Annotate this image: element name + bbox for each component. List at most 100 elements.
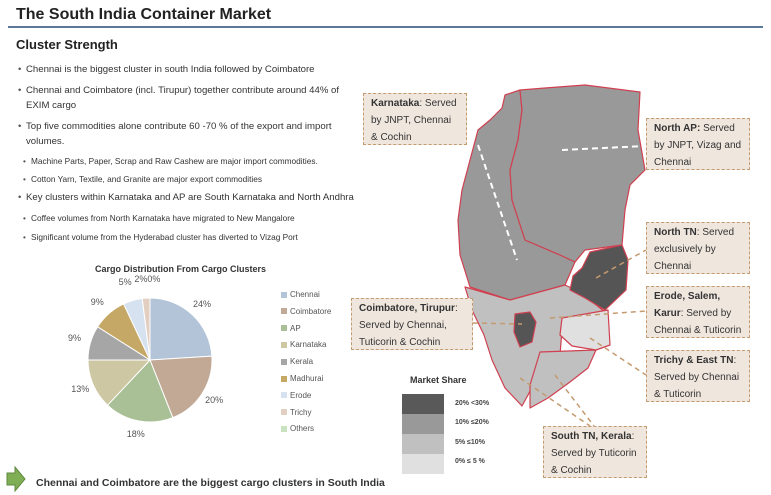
pie-slice-chennai: [149, 297, 213, 361]
legend-item-kerala: Kerala: [281, 357, 313, 366]
north-ap-leader-line: [561, 145, 646, 151]
legend-item-chennai: Chennai: [281, 290, 320, 299]
bullet-6: Coffee volumes from North Karnataka have…: [23, 211, 295, 226]
callout-heading: Karnataka: [371, 98, 420, 109]
bullet-text: Coffee volumes from North Karnataka have…: [31, 213, 295, 223]
market-share-legend-title: Market Share: [410, 375, 467, 385]
pie-data-label: 24%: [193, 298, 212, 309]
bullet-text-cont: EXIM cargo: [26, 100, 77, 111]
bullet-text: Chennai is the biggest cluster in south …: [26, 64, 315, 75]
callout-heading: South TN, Kerala: [551, 431, 632, 442]
callout-text: : Served by Chennai, Tuticorin & Cochin: [359, 303, 458, 348]
legend-swatch: [281, 325, 287, 332]
pie-data-label: 0%: [147, 274, 161, 285]
callout-text: : Served by Chennai & Tuticorin: [654, 355, 740, 400]
pie-data-label: 18%: [126, 428, 145, 439]
callout-text: : Served exclusively by Chennai: [654, 227, 735, 272]
region-north-ap: [509, 84, 646, 263]
legend-item-karnataka: Karnataka: [281, 340, 326, 349]
region-south-tn: [529, 349, 597, 409]
legend-item-erode: Erode: [281, 391, 311, 400]
callout-south-tn: South TN, Kerala: Served by Tuticorin & …: [543, 426, 647, 478]
legend-label: Kerala: [290, 357, 314, 367]
legend-label: Coimbatore: [290, 306, 332, 316]
callout-text: : Served by Tuticorin & Cochin: [551, 431, 637, 476]
legend-label: AP: [290, 323, 301, 333]
bullet-text: Machine Parts, Paper, Scrap and Raw Cash…: [31, 156, 318, 166]
legend-swatch-10-20: [402, 414, 444, 434]
region-trichy-east-tn: [559, 309, 611, 351]
callout-karnataka: Karnataka: Served by JNPT, Chennai & Coc…: [363, 93, 467, 145]
legend-swatch: [281, 392, 287, 399]
legend-label: 5% ≤10%: [455, 439, 485, 446]
callout-text: Served by JNPT, Vizag and Chennai: [654, 123, 742, 168]
callout-heading: Erode, Salem, Karur: [654, 291, 721, 319]
conclusion-text: Chennai and Coimbatore are the biggest c…: [36, 477, 385, 489]
legend-swatch: [281, 308, 287, 315]
legend-item-others: Others: [281, 424, 314, 433]
section-title: Cluster Strength: [16, 37, 118, 52]
bullet-5: Key clusters within Karnataka and AP are…: [18, 190, 354, 205]
north-tn-leader-line: [595, 249, 647, 279]
legend-item-madhurai: Madhurai: [281, 374, 323, 383]
legend-swatch-5-10: [402, 434, 444, 454]
callout-heading: Coimbatore, Tirupur: [359, 303, 455, 314]
legend-swatch-0-5: [402, 454, 444, 474]
bullet-2: Top five commodities alone contribute 60…: [18, 119, 332, 149]
callout-heading: North AP:: [654, 123, 701, 134]
legend-swatch: [281, 425, 287, 432]
pie-data-label: 20%: [205, 394, 224, 405]
pie-data-label: 13%: [71, 384, 90, 395]
arrow-right-icon: [6, 466, 26, 492]
bullet-3: Machine Parts, Paper, Scrap and Raw Cash…: [23, 154, 318, 169]
pie-slice-ap: [106, 359, 174, 423]
callout-trichy: Trichy & East TN: Served by Chennai & Tu…: [646, 350, 750, 402]
legend-swatch: [281, 358, 287, 365]
callout-text: : Served by Chennai & Tuticorin: [654, 308, 742, 336]
erode-leader-line: [549, 310, 647, 319]
bullet-text: Key clusters within Karnataka and AP are…: [26, 192, 354, 203]
legend-label: Others: [290, 424, 315, 434]
callout-north-ap: North AP: Served by JNPT, Vizag and Chen…: [646, 118, 750, 170]
legend-label: Chennai: [290, 290, 320, 299]
title-divider: [8, 26, 763, 28]
legend-swatch: [281, 375, 287, 382]
karnataka-leader-line: [477, 144, 518, 261]
pie-slice-trichy: [141, 297, 151, 361]
bullet-text: Chennai and Coimbatore (incl. Tirupur) t…: [26, 85, 340, 96]
bullet-text-cont: volumes.: [26, 136, 65, 147]
legend-swatch: [281, 409, 287, 416]
chart-title: Cargo Distribution From Cargo Clusters: [95, 264, 267, 274]
bullet-text: Top five commodities alone contribute 60…: [26, 121, 332, 132]
coimbatore-leader-line: [472, 322, 523, 325]
callout-north-tn: North TN: Served exclusively by Chennai: [646, 222, 750, 274]
pie-data-label: 9%: [90, 296, 104, 307]
legend-label: Trichy: [290, 407, 312, 417]
callout-coimbatore: Coimbatore, Tirupur: Served by Chennai, …: [351, 298, 473, 350]
legend-label: 0% ≤ 5 %: [455, 458, 485, 465]
pie-slice-coimbatore: [149, 355, 213, 419]
callout-heading: Trichy & East TN: [654, 355, 734, 366]
callout-heading: North TN: [654, 227, 697, 238]
bullet-4: Cotton Yarn, Textile, and Granite are ma…: [23, 172, 262, 187]
legend-item-ap: AP: [281, 324, 301, 333]
pie-data-label: 5%: [118, 277, 132, 288]
callout-text: : Served by JNPT, Chennai & Cochin: [371, 98, 457, 143]
bullet-text: Significant volume from the Hyderabad cl…: [31, 232, 298, 242]
pie-data-label: 9%: [68, 332, 82, 343]
trichy-leader-line: [589, 337, 647, 376]
legend-swatch-20-30: [402, 394, 444, 414]
region-north-tn: [569, 244, 629, 311]
region-coimbatore: [513, 311, 537, 348]
legend-item-trichy: Trichy: [281, 408, 311, 417]
callout-erode: Erode, Salem, Karur: Served by Chennai &…: [646, 286, 750, 338]
pie-chart: [87, 297, 213, 423]
page-title: The South India Container Market: [16, 6, 272, 23]
legend-label: Madhurai: [290, 374, 324, 383]
legend-swatch: [281, 341, 287, 348]
legend-label: Karnataka: [290, 340, 327, 350]
legend-label: 20% <30%: [455, 400, 490, 407]
legend-label: 10% ≤20%: [455, 419, 489, 426]
